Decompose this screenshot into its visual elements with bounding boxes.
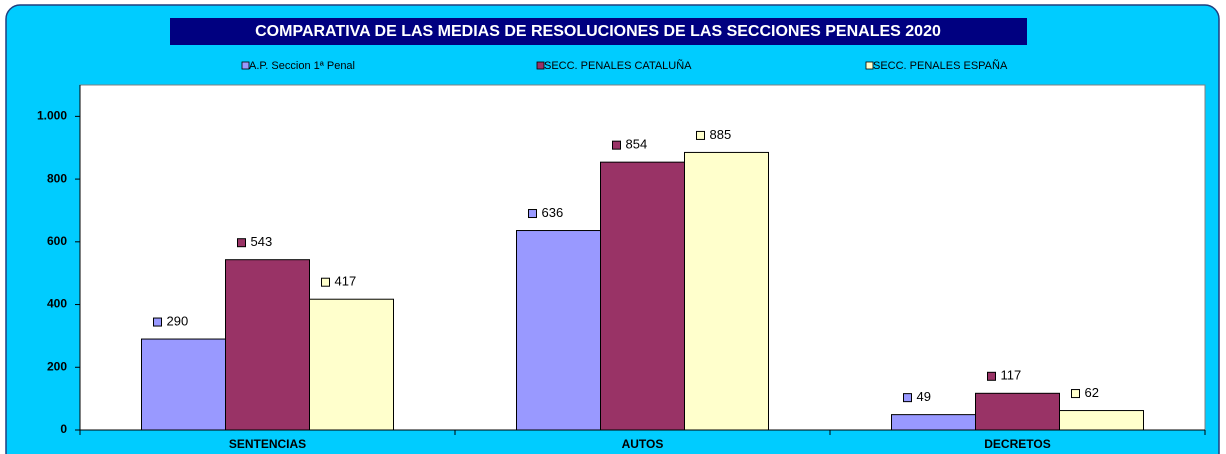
bar xyxy=(225,259,310,431)
bar xyxy=(516,230,601,431)
y-tick-label: 600 xyxy=(47,234,67,248)
title-box xyxy=(170,18,1027,45)
value-label: 417 xyxy=(335,274,357,289)
chart-title: COMPARATIVA DE LAS MEDIAS DE RESOLUCIONE… xyxy=(255,23,941,40)
bar xyxy=(891,414,976,431)
value-label: 854 xyxy=(626,137,648,152)
value-label: 49 xyxy=(917,389,931,404)
value-label: 62 xyxy=(1085,385,1099,400)
bar xyxy=(975,392,1060,431)
value-label-marker xyxy=(321,277,330,287)
y-tick-label: 400 xyxy=(47,297,67,311)
x-tick-label: DECRETOS xyxy=(984,437,1050,451)
legend-label: SECC. PENALES CATALUÑA xyxy=(544,59,692,72)
x-tick-label: AUTOS xyxy=(622,437,664,451)
value-label-marker xyxy=(987,371,996,381)
legend-label: A.P. Seccion 1ª Penal xyxy=(249,60,355,72)
value-label: 543 xyxy=(251,234,273,249)
y-tick-label: 1.000 xyxy=(37,109,67,123)
value-label-marker xyxy=(528,209,537,219)
bar xyxy=(1059,410,1144,431)
value-label-marker xyxy=(612,140,621,150)
bar xyxy=(600,161,685,431)
bar xyxy=(309,298,394,431)
x-tick-label: SENTENCIAS xyxy=(229,437,306,451)
legend-label: SECC. PENALES ESPAÑA xyxy=(873,59,1008,72)
y-tick-label: 800 xyxy=(47,171,67,185)
value-label-marker xyxy=(1071,389,1080,399)
y-tick-label: 0 xyxy=(60,422,67,436)
legend-swatch xyxy=(536,61,545,70)
bar xyxy=(141,338,226,431)
y-tick-label: 200 xyxy=(47,359,67,373)
value-label: 636 xyxy=(542,205,564,220)
legend-swatch xyxy=(865,61,874,70)
value-label: 117 xyxy=(1001,368,1022,383)
value-label-marker xyxy=(237,238,246,248)
value-label-marker xyxy=(153,317,162,327)
value-label: 885 xyxy=(710,127,732,142)
value-label: 290 xyxy=(167,313,189,328)
legend-swatch xyxy=(241,61,250,70)
bar xyxy=(684,151,769,431)
value-label-marker xyxy=(696,130,705,140)
value-label-marker xyxy=(903,393,912,403)
